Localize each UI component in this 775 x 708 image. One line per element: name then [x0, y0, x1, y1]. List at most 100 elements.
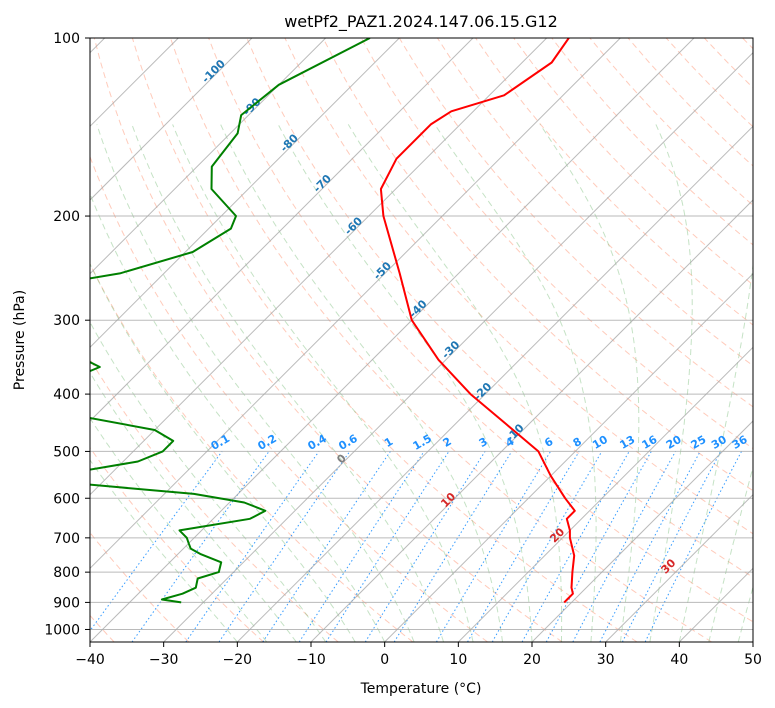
grid-lines: [90, 38, 753, 642]
mixing-ratio-label: 6: [542, 435, 555, 450]
isotherm-line: [90, 38, 621, 570]
mixing-ratio-line: [218, 451, 351, 642]
isotherm-line: [310, 199, 753, 642]
isotherm-line: [457, 346, 753, 642]
chart-title: wetPf2_PAZ1.2024.147.06.15.G12: [284, 12, 558, 32]
y-tick-label: 600: [53, 491, 80, 507]
moist-adiabat: [90, 417, 268, 642]
isotherm-label: -60: [342, 214, 365, 237]
moist-adiabat: [96, 124, 415, 642]
x-tick-label: 10: [449, 652, 467, 668]
dry-adiabat: [246, 38, 753, 578]
moist-adiabat: [678, 261, 753, 642]
mixing-ratio-line: [90, 451, 223, 632]
dry-adiabat: [90, 531, 190, 642]
y-tick-label: 800: [53, 565, 80, 581]
theta-label: 40: [771, 584, 775, 604]
theta-label: 10: [438, 490, 458, 510]
mixing-ratio-line: [572, 451, 676, 642]
x-axis-label: Temperature (°C): [360, 681, 482, 697]
dry-adiabat: [513, 38, 753, 286]
dry-adiabat: [322, 38, 753, 492]
mixing-ratio-line: [599, 451, 701, 642]
isotherm-label: -80: [278, 131, 301, 154]
isotherm-line: [678, 567, 753, 642]
mixing-ratio-label: 0.4: [306, 432, 330, 453]
moist-adiabat: [708, 465, 753, 642]
y-axis: 100 200 300 400 500 600 700 800 900 1000: [44, 31, 90, 638]
isotherm-line: [163, 51, 753, 642]
moist-adiabat: [90, 371, 297, 642]
isotherm-label: -100: [199, 57, 228, 86]
isotherm-label: -40: [406, 297, 429, 320]
mixing-ratio-label: 8: [571, 435, 584, 450]
mixing-ratio-label: 25: [689, 433, 709, 452]
isotherm-line: [90, 38, 695, 642]
x-axis: −40 −30 −20 −10 0 10 20 30 40 50: [75, 642, 762, 668]
x-tick-label: 30: [597, 652, 615, 668]
y-tick-label: 400: [53, 387, 80, 403]
x-tick-label: −30: [149, 652, 179, 668]
y-tick-label: 200: [53, 209, 80, 225]
mixing-ratio-line: [545, 451, 652, 642]
y-tick-label: 100: [53, 31, 80, 47]
mixing-ratio-label: 2: [441, 435, 454, 450]
x-tick-label: 20: [523, 652, 541, 668]
dry-adiabat: [551, 38, 753, 246]
y-tick-label: 1000: [44, 622, 80, 638]
mixing-ratio-label: 13: [618, 433, 638, 452]
dry-adiabat: [703, 38, 753, 89]
theta-label: 20: [547, 525, 567, 545]
moist-adiabat: [131, 124, 445, 642]
mixing-ratio-label: 16: [640, 433, 660, 452]
mixing-ratio-line: [364, 451, 486, 642]
dry-adiabat: [436, 38, 753, 367]
dry-adiabat: [475, 38, 753, 326]
y-axis-label: Pressure (hPa): [12, 290, 28, 390]
y-tick-label: 500: [53, 444, 80, 460]
dry-adiabat: [93, 38, 563, 642]
y-tick-label: 700: [53, 531, 80, 547]
mixing-ratio-line: [467, 451, 580, 642]
moist-adiabat: [277, 124, 533, 642]
mixing-ratio-line: [393, 451, 513, 642]
dry-adiabat: [90, 155, 488, 642]
mixing-ratio-line: [185, 451, 320, 642]
background-lines: [90, 38, 753, 642]
moist-adiabat: [434, 124, 597, 642]
profiles: [90, 38, 576, 604]
mixing-ratio-line: [521, 451, 630, 642]
isotherm-line: [90, 38, 548, 496]
isotherm-line: [605, 493, 753, 642]
mixing-ratio-line: [621, 451, 722, 642]
moist-adiabat: [539, 124, 640, 642]
dry-adiabat: [90, 358, 339, 642]
moist-adiabat: [737, 585, 753, 642]
moist-adiabat: [90, 262, 356, 642]
temperature-profile: [379, 38, 576, 604]
isotherm-line: [90, 38, 474, 422]
isotherm-line: [236, 125, 753, 642]
dewpoint-profile: [90, 38, 371, 604]
mixing-ratio-label: 1.5: [411, 432, 434, 453]
x-tick-label: −10: [296, 652, 326, 668]
isotherm-label: -50: [371, 259, 394, 282]
mixing-ratio-label: 36: [730, 433, 750, 452]
moist-adiabat: [172, 124, 474, 642]
dry-adiabat: [589, 38, 753, 206]
mixing-ratio-label: 10: [590, 433, 610, 452]
mixing-ratio-line: [644, 451, 742, 642]
isotherm-line: [531, 420, 753, 642]
mixing-ratio-label: 30: [709, 433, 729, 452]
isotherm-line: [384, 272, 753, 642]
isotherm-line: [90, 38, 253, 201]
isotherm-line: [90, 38, 327, 275]
annotations: -100-90-80-70-60-50-40-30-20-100.1 0.2 0.4…: [199, 57, 775, 604]
dry-adiabat: [170, 38, 712, 642]
moist-adiabat: [90, 192, 386, 642]
theta-label: 30: [658, 556, 678, 576]
y-tick-label: 300: [53, 313, 80, 329]
y-tick-label: 900: [53, 595, 80, 611]
dry-adiabat: [284, 38, 753, 535]
